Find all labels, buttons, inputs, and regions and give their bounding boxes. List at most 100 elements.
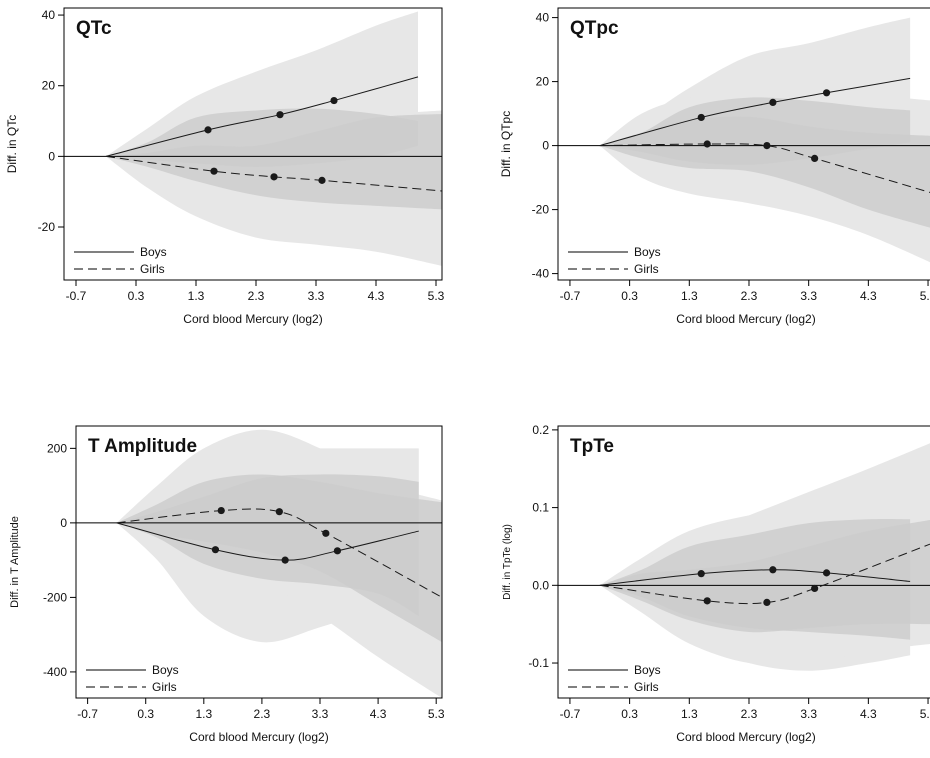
y-tick-label: 20: [42, 79, 56, 93]
x-tick-label: 5.3: [920, 289, 930, 303]
y-axis-label: Diff. in T Amplitude: [9, 516, 21, 608]
legend-label-girls: Girls: [152, 680, 177, 694]
plot-frame: [75, 425, 443, 699]
x-tick-label: 5.3: [920, 707, 930, 721]
x-tick-label: 0.3: [621, 707, 638, 721]
y-tick-label: 0.2: [532, 423, 549, 437]
data-point-girls-2: [763, 142, 771, 150]
x-tick-label: 0.3: [621, 289, 638, 303]
ci-band-inner-girls: [106, 113, 442, 210]
legend-label-boys: Boys: [634, 663, 661, 677]
x-tick-label: 3.3: [312, 707, 329, 721]
data-point-girls-2: [763, 598, 771, 607]
ci-band-inner-girls: [116, 474, 442, 643]
y-tick-label: 0: [60, 516, 67, 530]
y-axis-label: Diff. in QTc: [5, 115, 19, 173]
panel-t-amplitude: -0.7 0.3 1.3 2.3 3.3 4.3 5.3 -400 -200 0 200 Cord b…: [9, 425, 445, 744]
data-point-boys-3: [822, 569, 831, 577]
x-tick-label: 4.3: [368, 289, 385, 303]
x-tick-label: -0.7: [77, 707, 98, 721]
data-point-girls-3: [322, 529, 330, 537]
data-point-boys-1: [211, 546, 220, 554]
panel-title: QTpc: [570, 18, 619, 39]
data-point-girls-1: [210, 167, 218, 175]
x-tick-label: 2.3: [254, 707, 271, 721]
panel-qtpc: -0.7 0.3 1.3 2.3 3.3 4.3 5.3 -40 -20 0 20 40 Cord bl…: [499, 7, 930, 326]
data-point-girls-3: [318, 176, 326, 184]
series-line-girls: [599, 143, 930, 193]
x-tick-label: 0.3: [137, 707, 154, 721]
x-tick-label: 2.3: [248, 289, 265, 303]
y-tick-label: -0.1: [528, 656, 549, 670]
panel-title: T Amplitude: [88, 436, 197, 457]
legend-label-girls: Girls: [634, 680, 659, 694]
x-tick-label: 3.3: [800, 289, 817, 303]
x-tick-label: 1.3: [195, 707, 212, 721]
x-tick-label: 4.3: [370, 707, 387, 721]
x-tick-label: 5.3: [428, 289, 445, 303]
x-tick-label: 1.3: [681, 707, 698, 721]
data-point-girls-3: [811, 154, 819, 162]
plot-frame: [557, 425, 930, 699]
x-tick-label: 1.3: [681, 289, 698, 303]
data-point-boys-3: [822, 89, 831, 97]
data-point-boys-3: [333, 547, 342, 555]
x-tick-label: 0.3: [128, 289, 145, 303]
y-tick-label: 40: [42, 8, 56, 22]
x-tick-label: 4.3: [860, 707, 877, 721]
y-tick-label: 40: [536, 11, 550, 25]
panel-tpte: -0.7 0.3 1.3 2.3 3.3 4.3 5.3 -0.1 0.0 0.1 0.2 Cord …: [502, 423, 930, 744]
data-point-boys-2: [769, 98, 777, 106]
data-point-girls-2: [275, 508, 283, 516]
y-tick-label: 20: [536, 75, 550, 89]
legend-label-boys: Boys: [152, 663, 179, 677]
y-axis-label: Diff. in QTpc: [499, 111, 513, 177]
x-tick-label: 5.3: [428, 707, 445, 721]
series-line-girls: [116, 508, 442, 598]
y-tick-label: 0: [48, 149, 55, 163]
data-point-girls-1: [703, 140, 711, 148]
x-axis-label: Cord blood Mercury (log2): [183, 312, 322, 326]
x-tick-label: 2.3: [741, 707, 758, 721]
y-tick-label: -20: [38, 220, 56, 234]
data-point-boys-1: [204, 126, 212, 134]
ci-band-inner-girls: [599, 116, 930, 228]
x-tick-label: -0.7: [560, 289, 581, 303]
y-tick-label: 200: [47, 441, 67, 455]
legend-label-girls: Girls: [140, 262, 165, 276]
plot-frame: [557, 7, 930, 281]
plot-frame: [63, 7, 443, 281]
plot-area: [558, 17, 930, 263]
data-point-girls-1: [703, 597, 711, 605]
legend-label-boys: Boys: [634, 245, 661, 259]
panel-title: TpTe: [570, 436, 614, 457]
y-axis-label: Diff. in TpTe (log): [502, 524, 513, 600]
x-tick-label: -0.7: [560, 707, 581, 721]
x-tick-label: 1.3: [188, 289, 205, 303]
data-point-girls-1: [217, 506, 225, 515]
x-axis-label: Cord blood Mercury (log2): [189, 730, 328, 744]
y-tick-label: 0.1: [532, 501, 549, 515]
x-tick-label: 2.3: [741, 289, 758, 303]
data-point-boys-3: [330, 96, 338, 105]
x-axis-label: Cord blood Mercury (log2): [676, 730, 815, 744]
data-point-boys-2: [276, 111, 284, 119]
y-tick-label: -20: [532, 203, 550, 217]
x-tick-label: -0.7: [66, 289, 87, 303]
panel-title: QTc: [76, 18, 112, 39]
y-tick-label: -400: [43, 665, 67, 679]
data-point-boys-2: [281, 556, 289, 564]
x-tick-label: 4.3: [860, 289, 877, 303]
data-point-boys-2: [769, 566, 777, 574]
plot-area: [64, 11, 442, 266]
legend-label-girls: Girls: [634, 262, 659, 276]
x-axis-label: Cord blood Mercury (log2): [676, 312, 815, 326]
y-tick-label: -200: [43, 590, 67, 604]
y-tick-label: 0.0: [532, 578, 549, 592]
plot-area: [558, 443, 930, 671]
legend-label-boys: Boys: [140, 245, 167, 259]
x-tick-label: 3.3: [800, 707, 817, 721]
data-point-boys-1: [697, 570, 705, 578]
plot-area: [76, 429, 442, 698]
